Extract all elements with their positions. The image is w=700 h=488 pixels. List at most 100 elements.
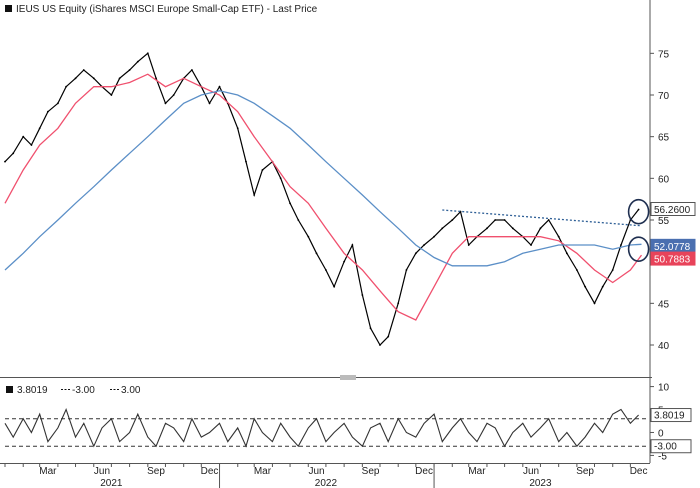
x-year-label: 2023 xyxy=(529,478,552,488)
x-month-label: Dec xyxy=(201,466,219,477)
price-point xyxy=(467,244,470,246)
price-point xyxy=(110,94,113,96)
legend-label: -3.00 xyxy=(72,385,95,396)
x-axis: Mar Jun Sep Dec Mar Jun Sep Dec Mar Jun Sep Dec 2021… xyxy=(0,463,650,488)
value-badge-label: 52.0778 xyxy=(654,242,691,253)
price-point xyxy=(405,269,408,271)
y-tick-label: 40 xyxy=(658,341,670,352)
value-badge xyxy=(650,202,696,216)
trendline-line xyxy=(442,209,642,227)
x-month-label: Dec xyxy=(630,466,648,477)
price-point xyxy=(584,285,587,288)
value-badge-label: 50.7883 xyxy=(654,255,691,266)
price-point xyxy=(307,235,310,238)
price-point xyxy=(261,169,264,171)
price-point xyxy=(530,244,532,246)
price-point xyxy=(56,102,59,105)
value-badge-label: 56.2600 xyxy=(654,205,691,216)
price-point xyxy=(128,69,131,71)
price-point xyxy=(191,69,193,71)
y-tick-label: 70 xyxy=(658,91,670,102)
price-point xyxy=(253,194,256,196)
price-line xyxy=(4,52,640,346)
x-month-label: Sep xyxy=(147,466,165,477)
x-month-label: Jun xyxy=(94,466,110,477)
oscillator-line xyxy=(4,407,639,448)
price-point xyxy=(397,302,400,305)
price-point xyxy=(414,252,417,255)
moving-average-long-line xyxy=(4,90,642,271)
chart-title: IEUS US Equity (iShares MSCI Europe Smal… xyxy=(16,4,318,15)
price-point xyxy=(136,60,139,63)
value-badge xyxy=(650,251,696,266)
x-month-label: Jun xyxy=(308,466,324,477)
legend-label: 3.00 xyxy=(121,385,141,396)
price-point xyxy=(557,235,560,238)
price-point xyxy=(12,152,15,155)
annotation-circle xyxy=(627,198,650,225)
x-month-label: Mar xyxy=(468,466,486,477)
price-point xyxy=(172,94,175,96)
y-tick-label: 0 xyxy=(658,428,664,439)
price-point xyxy=(164,102,167,105)
price-point xyxy=(451,219,454,221)
price-point xyxy=(333,285,336,288)
x-month-label: Mar xyxy=(254,466,272,477)
panel-resize-handle[interactable] xyxy=(340,375,356,380)
price-point xyxy=(155,77,157,80)
price-point xyxy=(279,177,282,180)
price-point xyxy=(387,335,390,338)
price-point xyxy=(92,77,95,80)
x-month-label: Sep xyxy=(576,466,594,477)
price-point xyxy=(433,235,435,238)
value-badge-label: 3.8019 xyxy=(654,411,685,422)
x-month-label: Mar xyxy=(39,466,57,477)
price-point xyxy=(575,269,578,271)
price-point xyxy=(503,219,506,221)
price-point xyxy=(511,227,514,230)
price-point xyxy=(539,227,542,230)
price-point xyxy=(47,110,49,113)
price-point xyxy=(486,227,488,230)
legend-label: 3.8019 xyxy=(17,385,48,396)
price-point xyxy=(343,260,346,263)
y-tick-label: 55 xyxy=(658,216,670,227)
price-point xyxy=(601,285,604,288)
price-point xyxy=(620,244,622,246)
y-tick-label: 45 xyxy=(658,299,670,310)
value-badge xyxy=(650,439,692,454)
price-point xyxy=(208,102,211,105)
price-point xyxy=(236,127,239,130)
price-point xyxy=(4,160,6,163)
price-point xyxy=(218,85,221,88)
x-month-label: Sep xyxy=(362,466,380,477)
x-year-label: 2021 xyxy=(100,478,123,488)
annotation-circle xyxy=(627,236,650,262)
price-point xyxy=(593,302,596,305)
price-point xyxy=(565,252,568,255)
price-point xyxy=(38,127,41,130)
moving-average-short-line xyxy=(4,73,643,321)
price-point xyxy=(441,227,444,230)
price-point xyxy=(30,144,33,146)
y-tick-label: 60 xyxy=(658,174,670,185)
price-point xyxy=(325,269,327,271)
price-point xyxy=(245,160,247,163)
price-point xyxy=(423,244,425,246)
price-point xyxy=(65,85,68,88)
y-tick-label: 65 xyxy=(658,133,670,144)
price-point xyxy=(494,219,497,221)
price-panel: IEUS US Equity (iShares MSCI Europe Smal… xyxy=(4,0,696,377)
price-point xyxy=(611,269,614,271)
price-point xyxy=(315,252,318,255)
price-point xyxy=(22,135,25,138)
price-point xyxy=(379,344,381,346)
x-year-label: 2022 xyxy=(315,478,338,488)
legend-swatch-solid xyxy=(6,386,13,393)
price-point xyxy=(297,219,300,221)
price-point xyxy=(146,52,149,55)
price-point xyxy=(289,202,291,205)
x-month-label: Jun xyxy=(523,466,539,477)
